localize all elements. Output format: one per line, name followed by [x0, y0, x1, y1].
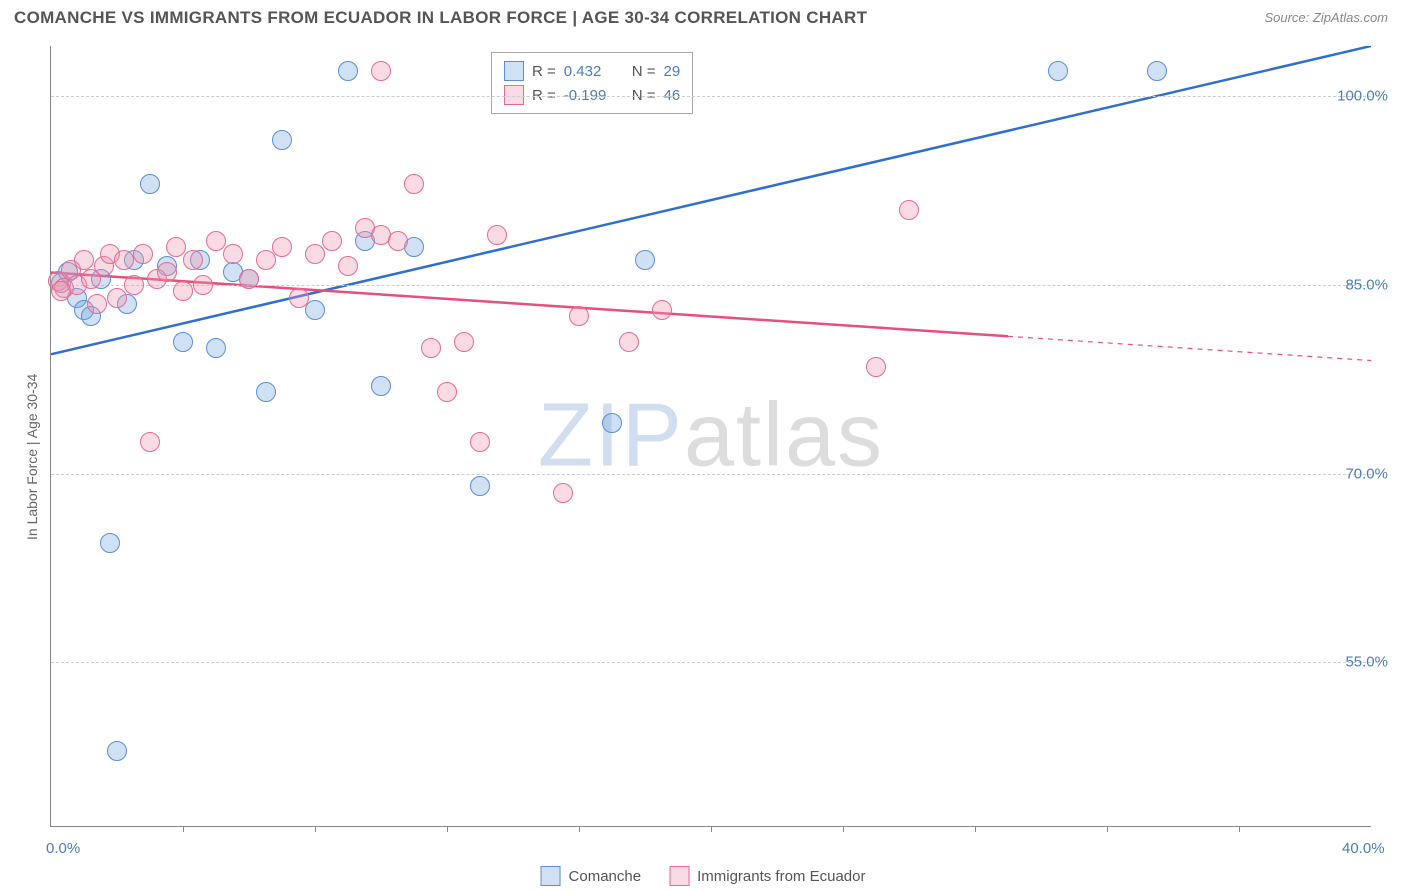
data-point	[173, 281, 193, 301]
data-point	[437, 382, 457, 402]
y-axis-label: In Labor Force | Age 30-34	[24, 374, 40, 540]
watermark-part2: atlas	[684, 386, 884, 486]
data-point	[140, 432, 160, 452]
legend-n-label: N =	[632, 63, 656, 80]
legend-swatch	[541, 866, 561, 886]
data-point	[256, 382, 276, 402]
y-tick-label: 85.0%	[1345, 277, 1388, 294]
data-point	[87, 294, 107, 314]
x-tick-label: 40.0%	[1342, 840, 1385, 857]
x-tick	[315, 826, 316, 832]
gridline	[51, 96, 1371, 97]
legend-swatch	[504, 61, 524, 81]
watermark-part1: ZIP	[538, 386, 684, 486]
x-tick	[843, 826, 844, 832]
data-point	[866, 357, 886, 377]
data-point	[371, 61, 391, 81]
x-tick	[711, 826, 712, 832]
x-tick	[1107, 826, 1108, 832]
data-point	[899, 200, 919, 220]
data-point	[619, 332, 639, 352]
data-point	[371, 376, 391, 396]
x-tick	[1239, 826, 1240, 832]
data-point	[388, 231, 408, 251]
x-tick	[975, 826, 976, 832]
data-point	[74, 250, 94, 270]
x-tick	[447, 826, 448, 832]
data-point	[553, 483, 573, 503]
data-point	[470, 432, 490, 452]
legend-n-value: 46	[664, 87, 681, 104]
series-legend: Comanche Immigrants from Ecuador	[541, 866, 866, 886]
legend-swatch	[504, 85, 524, 105]
data-point	[107, 288, 127, 308]
y-tick-label: 70.0%	[1345, 465, 1388, 482]
legend-r-value: -0.199	[564, 87, 624, 104]
data-point	[157, 262, 177, 282]
data-point	[223, 244, 243, 264]
data-point	[322, 231, 342, 251]
data-point	[272, 130, 292, 150]
chart-title: COMANCHE VS IMMIGRANTS FROM ECUADOR IN L…	[14, 8, 867, 28]
data-point	[193, 275, 213, 295]
source-attribution: Source: ZipAtlas.com	[1264, 10, 1388, 25]
data-point	[183, 250, 203, 270]
data-point	[652, 300, 672, 320]
trend-lines-layer	[51, 46, 1371, 826]
data-point	[107, 741, 127, 761]
data-point	[239, 269, 259, 289]
data-point	[114, 250, 134, 270]
data-point	[602, 413, 622, 433]
data-point	[305, 300, 325, 320]
data-point	[338, 256, 358, 276]
data-point	[140, 174, 160, 194]
gridline	[51, 474, 1371, 475]
data-point	[256, 250, 276, 270]
data-point	[338, 61, 358, 81]
watermark: ZIPatlas	[538, 385, 884, 488]
data-point	[100, 533, 120, 553]
data-point	[487, 225, 507, 245]
data-point	[289, 288, 309, 308]
data-point	[635, 250, 655, 270]
data-point	[206, 338, 226, 358]
data-point	[272, 237, 292, 257]
x-tick-label: 0.0%	[46, 840, 80, 857]
legend-row: R = -0.199 N = 46	[504, 83, 680, 107]
data-point	[305, 244, 325, 264]
legend-n-value: 29	[664, 63, 681, 80]
data-point	[133, 244, 153, 264]
legend-series-name: Immigrants from Ecuador	[697, 868, 865, 885]
legend-series-name: Comanche	[569, 868, 642, 885]
x-tick	[183, 826, 184, 832]
data-point	[569, 306, 589, 326]
legend-item: Comanche	[541, 866, 642, 886]
legend-r-label: R =	[532, 87, 556, 104]
y-tick-label: 55.0%	[1345, 654, 1388, 671]
legend-row: R = 0.432 N = 29	[504, 59, 680, 83]
legend-item: Immigrants from Ecuador	[669, 866, 865, 886]
legend-r-value: 0.432	[564, 63, 624, 80]
data-point	[51, 281, 71, 301]
legend-n-label: N =	[632, 87, 656, 104]
data-point	[404, 174, 424, 194]
gridline	[51, 662, 1371, 663]
data-point	[454, 332, 474, 352]
x-tick	[579, 826, 580, 832]
data-point	[1147, 61, 1167, 81]
legend-r-label: R =	[532, 63, 556, 80]
data-point	[124, 275, 144, 295]
legend-swatch	[669, 866, 689, 886]
data-point	[470, 476, 490, 496]
data-point	[173, 332, 193, 352]
data-point	[1048, 61, 1068, 81]
y-tick-label: 100.0%	[1337, 88, 1388, 105]
plot-area: ZIPatlas R = 0.432 N = 29 R = -0.199 N = 46	[50, 46, 1371, 827]
data-point	[421, 338, 441, 358]
correlation-legend: R = 0.432 N = 29 R = -0.199 N = 46	[491, 52, 693, 114]
